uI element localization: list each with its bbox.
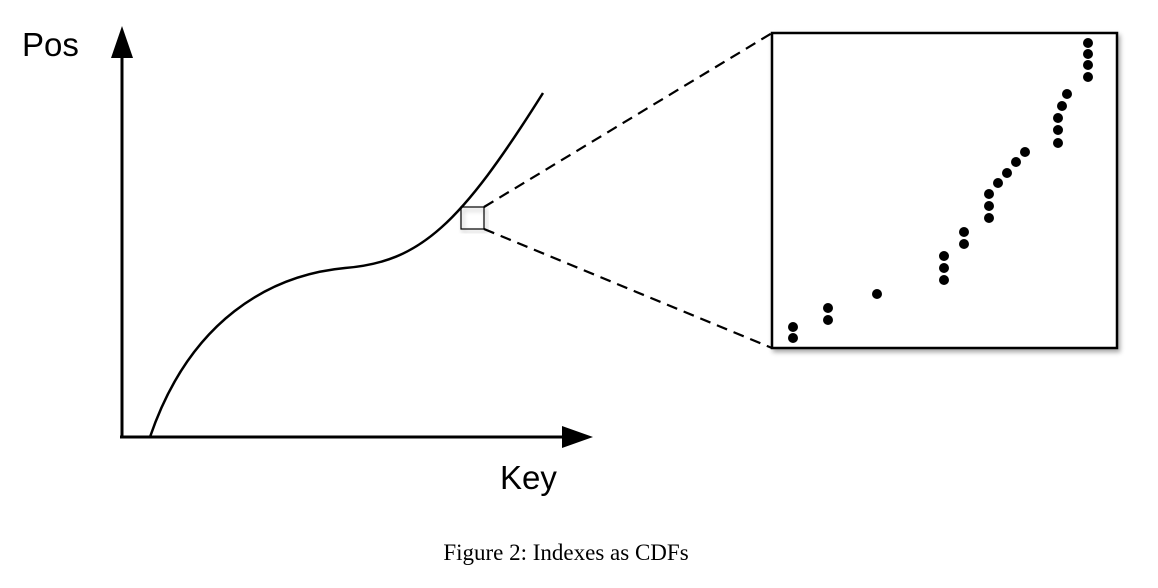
point [959, 227, 969, 237]
key-points [788, 38, 1093, 343]
caption: Figure 2: Indexes as CDFs [443, 540, 688, 565]
point [984, 213, 994, 223]
point [1002, 168, 1012, 178]
point [1062, 89, 1072, 99]
point [993, 178, 1003, 188]
point [1011, 157, 1021, 167]
point [959, 239, 969, 249]
y-label: Pos [22, 26, 79, 63]
point [872, 289, 882, 299]
cdf-curve [148, 92, 545, 438]
point [788, 322, 798, 332]
point [1083, 38, 1093, 48]
point [823, 303, 833, 313]
point [1083, 72, 1093, 82]
zoom-region [460, 206, 485, 230]
point [939, 275, 949, 285]
zoom-line [483, 227, 773, 350]
y-arrow [111, 26, 133, 58]
point [1057, 101, 1067, 111]
point [1020, 147, 1030, 157]
x-label: Key [500, 459, 557, 496]
point [1053, 113, 1063, 123]
point [1053, 138, 1063, 148]
x-arrow [562, 426, 593, 448]
point [984, 189, 994, 199]
point [1053, 125, 1063, 135]
point [1083, 49, 1093, 59]
zoom-box [770, 31, 1119, 350]
point [823, 315, 833, 325]
point [788, 333, 798, 343]
zoom-line [483, 32, 773, 208]
axes [111, 26, 593, 448]
point [939, 263, 949, 273]
point [939, 251, 949, 261]
point [1083, 60, 1093, 70]
point [984, 201, 994, 211]
